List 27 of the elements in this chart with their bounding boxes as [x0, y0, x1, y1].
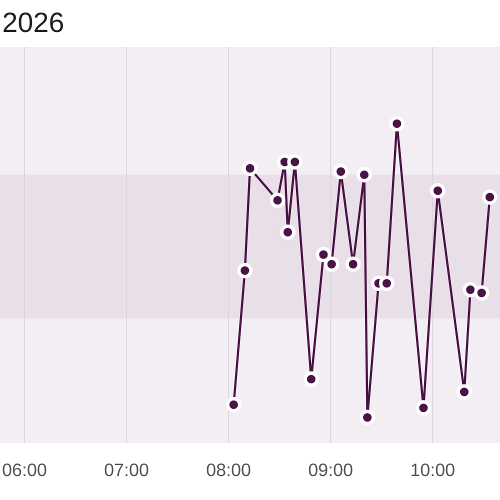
- point: [316, 246, 332, 262]
- point: [324, 256, 340, 272]
- point: [287, 154, 303, 170]
- x-tick-label: 09:00: [308, 464, 352, 476]
- point: [304, 371, 319, 387]
- point: [456, 384, 472, 400]
- chart-title: 2026: [4, 12, 64, 32]
- x-tick-label: 07:00: [104, 464, 148, 476]
- point: [416, 400, 432, 416]
- point: [482, 189, 498, 205]
- point: [356, 167, 372, 182]
- point: [333, 164, 349, 180]
- x-tick-label: 06:00: [2, 464, 46, 476]
- point: [430, 183, 446, 198]
- point: [345, 256, 361, 272]
- point: [242, 160, 258, 176]
- point: [280, 224, 296, 240]
- point: [389, 116, 405, 132]
- point: [237, 262, 253, 278]
- x-tick-label: 10:00: [412, 464, 454, 476]
- point: [474, 285, 490, 301]
- point: [270, 192, 286, 208]
- point: [379, 276, 394, 292]
- point: [462, 282, 478, 298]
- point: [226, 396, 242, 412]
- x-tick-label: 08:00: [206, 464, 250, 476]
- point: [360, 410, 376, 426]
